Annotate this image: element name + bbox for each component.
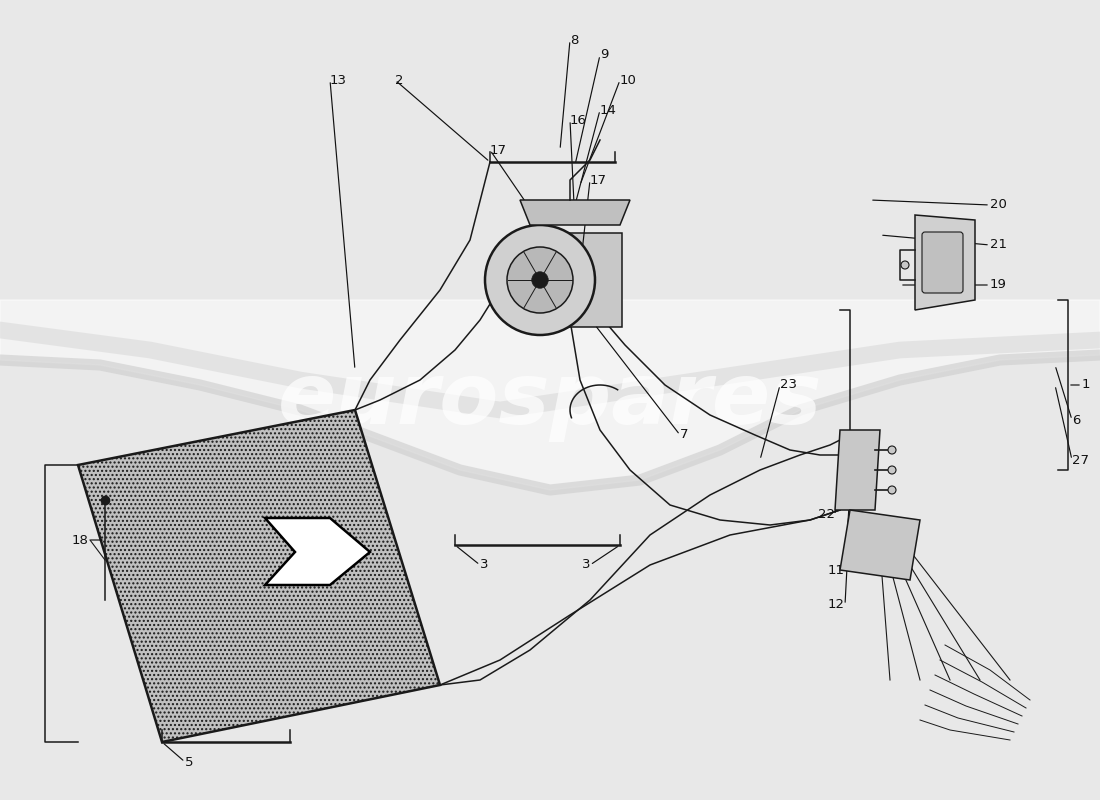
Text: 3: 3	[480, 558, 488, 571]
Text: eurospares: eurospares	[277, 358, 823, 442]
Text: 17: 17	[490, 143, 507, 157]
Text: 4: 4	[862, 483, 870, 497]
Polygon shape	[915, 215, 975, 310]
Text: 3: 3	[582, 558, 590, 571]
Polygon shape	[78, 410, 440, 742]
Text: 1: 1	[1082, 378, 1090, 391]
Polygon shape	[840, 510, 920, 580]
Circle shape	[888, 446, 896, 454]
Text: 8: 8	[570, 34, 579, 46]
FancyBboxPatch shape	[558, 233, 622, 327]
Text: 23: 23	[780, 378, 798, 391]
Polygon shape	[520, 200, 630, 225]
Circle shape	[901, 261, 909, 269]
Circle shape	[485, 225, 595, 335]
Polygon shape	[265, 518, 370, 585]
Text: 18: 18	[72, 534, 88, 546]
Text: 20: 20	[990, 198, 1006, 211]
Text: 27: 27	[1072, 454, 1089, 466]
Text: 22: 22	[818, 509, 835, 522]
Text: 12: 12	[828, 598, 845, 611]
Text: 11: 11	[828, 563, 845, 577]
Text: 7: 7	[680, 429, 689, 442]
Circle shape	[507, 247, 573, 313]
Text: 21: 21	[990, 238, 1006, 251]
Circle shape	[888, 486, 896, 494]
Text: 14: 14	[600, 103, 617, 117]
Circle shape	[531, 272, 548, 288]
Text: 10: 10	[620, 74, 637, 86]
Text: 2: 2	[395, 74, 404, 86]
Text: 6: 6	[1072, 414, 1080, 426]
Text: 9: 9	[600, 49, 608, 62]
Text: 16: 16	[570, 114, 587, 126]
FancyBboxPatch shape	[922, 232, 962, 293]
Polygon shape	[835, 430, 880, 510]
Circle shape	[888, 466, 896, 474]
Text: 5: 5	[185, 755, 194, 769]
Text: 19: 19	[990, 278, 1006, 291]
Text: 17: 17	[590, 174, 607, 186]
Text: 13: 13	[330, 74, 346, 86]
